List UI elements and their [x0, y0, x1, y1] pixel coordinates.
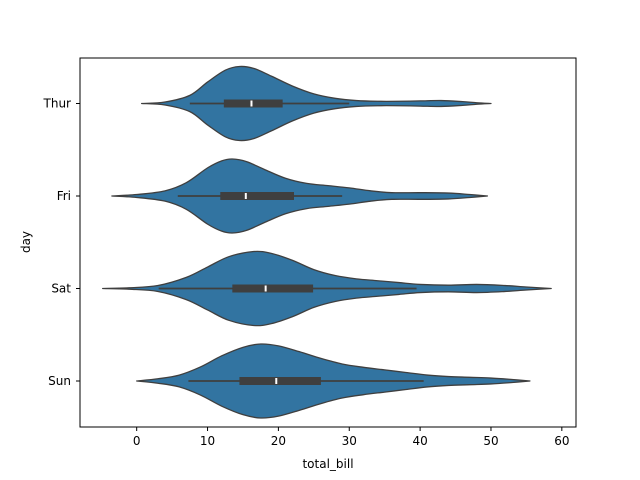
- x-tick-label: 40: [412, 434, 427, 448]
- x-tick-label: 10: [200, 434, 215, 448]
- violin-sat: [102, 250, 552, 327]
- y-axis-label: day: [19, 231, 33, 253]
- y-axis: Thur Fri Sat Sun: [43, 97, 80, 388]
- x-axis: 0 10 20 30 40 50 60: [133, 427, 569, 448]
- violin-box-sat: [232, 284, 314, 293]
- x-tick-label: 20: [271, 434, 286, 448]
- y-tick-label: Fri: [57, 189, 71, 203]
- x-tick-label: 60: [554, 434, 569, 448]
- violin-fri: [111, 158, 489, 234]
- violin-sun: [136, 343, 531, 419]
- violin-box-thur: [223, 99, 283, 108]
- violin-box-fri: [220, 192, 294, 200]
- x-axis-label: total_bill: [302, 457, 353, 471]
- plot-area-frame: [79, 57, 577, 428]
- x-tick-label: 30: [342, 434, 357, 448]
- y-tick-label: Sun: [48, 374, 71, 388]
- violin-group: [102, 65, 552, 419]
- violin-thur: [141, 65, 492, 142]
- y-tick-label: Thur: [43, 97, 72, 111]
- violin-box-sun: [239, 377, 321, 385]
- x-tick-label: 0: [133, 434, 141, 448]
- y-tick-label: Sat: [51, 282, 71, 296]
- x-tick-label: 50: [483, 434, 498, 448]
